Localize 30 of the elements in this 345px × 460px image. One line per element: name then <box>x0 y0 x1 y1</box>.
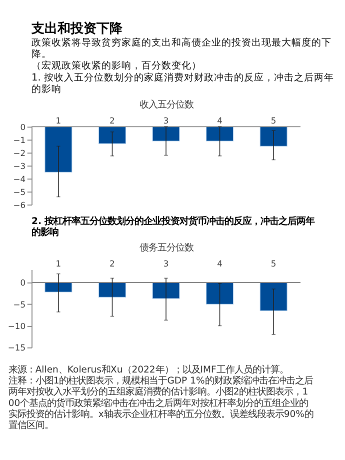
y-tick-label: −3 <box>13 160 26 171</box>
y-tick-label: −2 <box>13 148 26 158</box>
text: 注释：小图1的柱状图表示，规模相当于GDP 1%的财政紧缩冲击在冲击之后两年对按收入水平划分的五组家庭消费的估计影响。小图2的柱状图表示，100个基点的货币政策紧缩冲击在冲击之后两年对按杠杆率划分的五组企业的实际投资的估计影响。x轴表示企业杠杆率的五分位数。误差线段表示90%的置信区间。 <box>8 376 314 432</box>
y-tick-label: −10 <box>8 321 26 332</box>
source-note: 来源：Allen、Kolerus和Xu（2022年）；以及IMF工作人员的计算。 <box>8 364 288 376</box>
y-tick-label: 0 <box>20 122 26 132</box>
y-tick-label: 0 <box>20 278 26 288</box>
y-tick-label: −6 <box>13 200 26 210</box>
x-tick-label: 4 <box>217 258 222 268</box>
text: 1. 按收入五分位数划分的家庭消费对财政冲击的反应，冲击之后两年的影响 <box>32 72 334 95</box>
y-tick-label: −5 <box>13 186 26 197</box>
x-tick-label: 2 <box>110 115 115 126</box>
x-axis-title: 债务五分位数 <box>139 242 194 254</box>
x-tick-label: 1 <box>56 115 62 126</box>
chart-title: 2. 按杠杆率五分位数划分的企业投资对货币冲击的反应，冲击之后两年的影响 <box>32 216 315 238</box>
chart-title: 支出和投资下降 <box>30 20 124 37</box>
x-tick-label: 4 <box>217 115 222 126</box>
y-tick-label: −1 <box>13 134 26 145</box>
x-tick-label: 3 <box>163 115 169 126</box>
y-tick-label: −5 <box>13 299 26 310</box>
x-tick-label: 5 <box>270 115 276 126</box>
y-tick-label: −15 <box>8 342 26 353</box>
x-tick-label: 5 <box>270 258 276 268</box>
text: 政策收紧将导致贫穷家庭的支出和高债企业的投资出现最大幅度的下降。 <box>32 38 332 60</box>
x-tick-label: 3 <box>163 258 169 268</box>
x-tick-label: 2 <box>110 258 115 268</box>
x-tick-label: 1 <box>56 258 62 268</box>
x-axis-title: 收入五分位数 <box>139 100 194 111</box>
text: （宏观政策收紧的影响，百分数变化） <box>32 60 202 72</box>
y-tick-label: −4 <box>13 174 26 184</box>
